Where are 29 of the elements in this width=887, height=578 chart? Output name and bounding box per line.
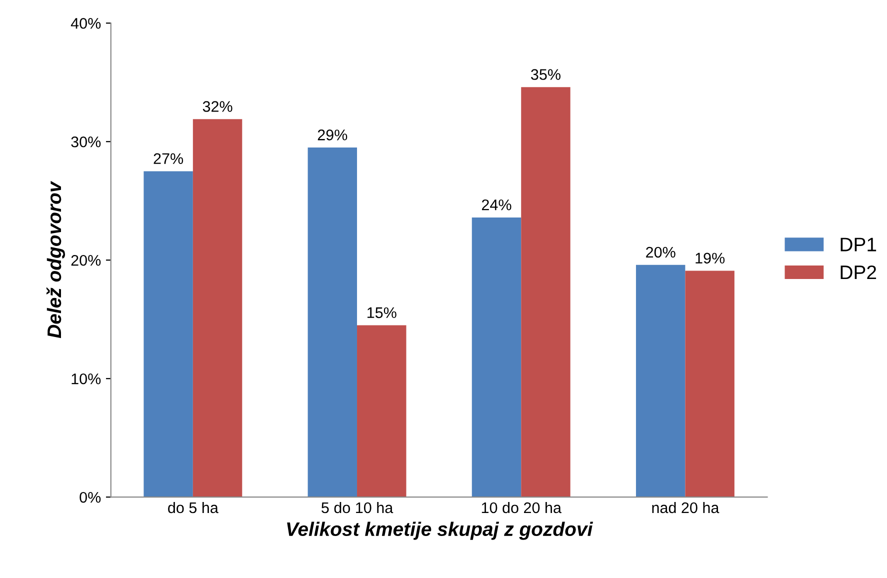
bar (472, 217, 522, 498)
y-tick-label: 0% (80, 492, 101, 503)
x-tick-label: nad 20 ha (652, 502, 720, 514)
data-label: 35% (531, 69, 560, 80)
y-tick-label: 10% (72, 373, 101, 384)
data-label: 20% (646, 246, 676, 258)
x-axis-title: Velikost kmetije skupaj z gozdovi (287, 522, 594, 540)
bar (636, 264, 686, 498)
y-tick-label: 30% (71, 136, 101, 148)
bar (521, 87, 570, 498)
y-tick-label: 40% (70, 18, 101, 29)
x-tick-label: 10 do 20 ha (482, 502, 562, 514)
x-tick-label: do 5 ha (168, 502, 218, 514)
bar (308, 148, 358, 498)
bar (192, 119, 242, 498)
data-label: 29% (318, 130, 348, 140)
y-tick-label: 20% (71, 254, 101, 266)
data-label: 19% (696, 252, 725, 264)
bar (357, 325, 406, 498)
x-tick-label: 5 do 10 ha (322, 502, 394, 514)
bar (144, 171, 193, 498)
data-label: 32% (202, 101, 232, 112)
legend-label: DP1 (840, 238, 876, 252)
data-label: 24% (482, 199, 512, 210)
y-axis-title: Delež odgovorov (46, 180, 66, 338)
data-label: 27% (154, 153, 184, 164)
bar (685, 270, 734, 498)
data-label: 15% (368, 307, 396, 318)
legend-label: DP2 (840, 265, 876, 280)
